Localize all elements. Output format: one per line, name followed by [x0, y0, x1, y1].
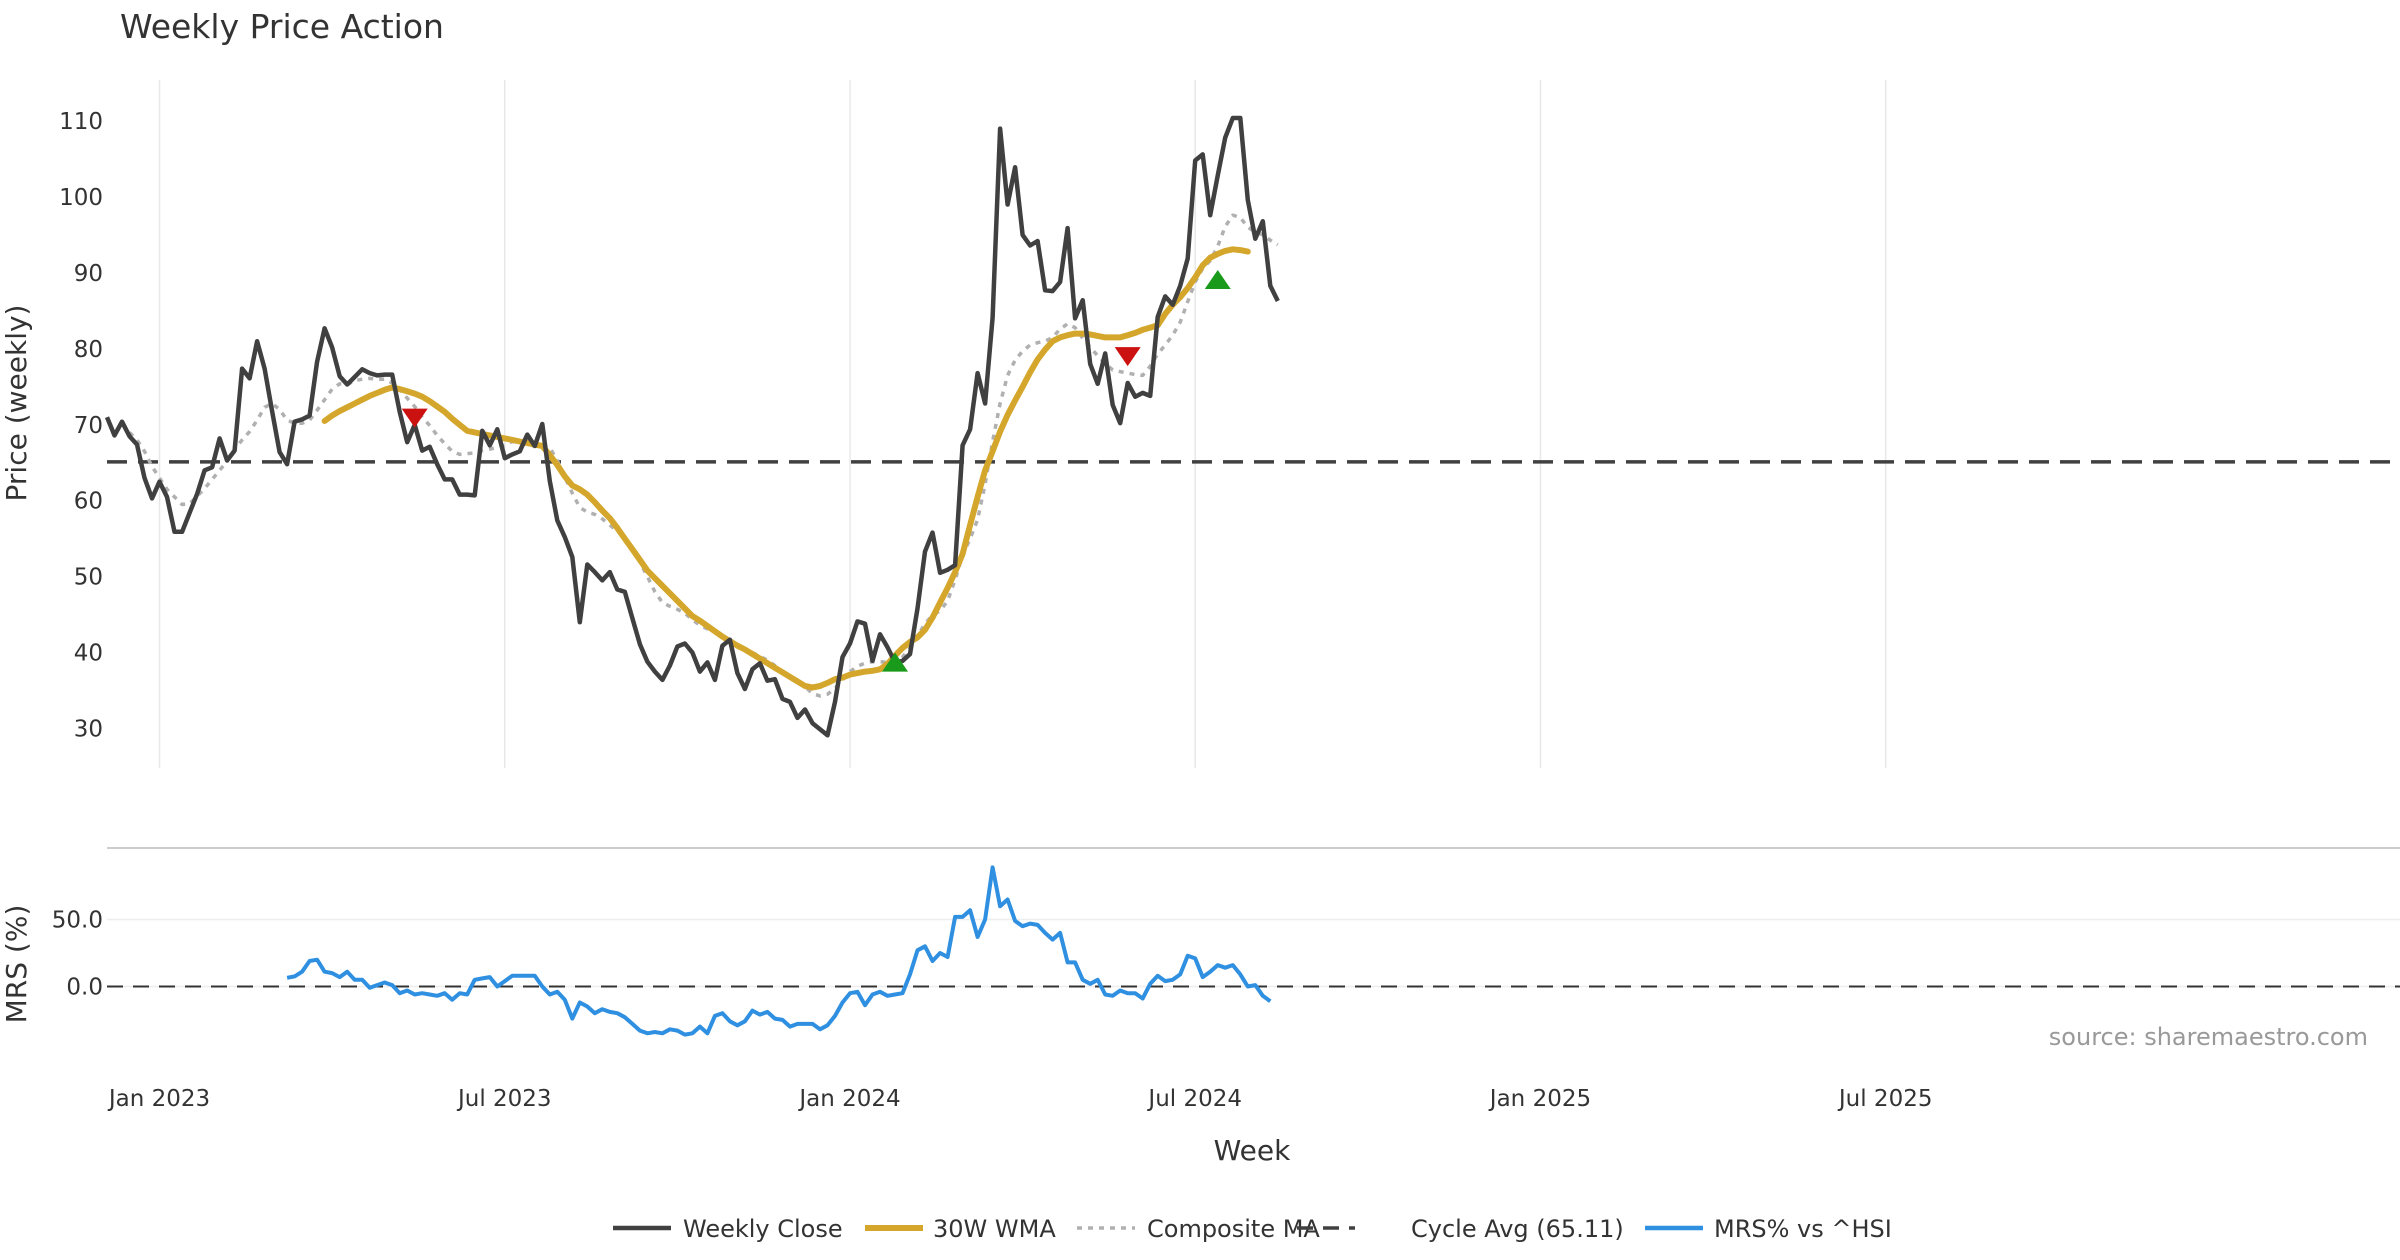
price-y-tick-label: 30: [74, 717, 103, 743]
price-y-tick-label: 70: [74, 413, 103, 439]
price-y-tick-label: 40: [74, 641, 103, 667]
mrs-y-tick-label: 0.0: [66, 974, 103, 1000]
buy-signal-marker: [882, 652, 909, 672]
x-tick-label: Jan 2025: [1488, 1086, 1591, 1112]
x-tick-label: Jul 2025: [1837, 1086, 1933, 1112]
x-tick-label: Jul 2023: [456, 1086, 552, 1112]
mrs-axis-title: MRS (%): [0, 905, 33, 1024]
mrs-y-tick-label: 50.0: [52, 908, 103, 934]
mrs-line: [286, 865, 1272, 1037]
sell-signal-marker: [1114, 347, 1141, 367]
weekly-close-line: [104, 115, 1280, 738]
signal-markers: [401, 269, 1231, 672]
x-tick-label: Jan 2023: [107, 1086, 210, 1112]
price-y-tick-label: 100: [59, 185, 103, 211]
source-note: source: sharemaestro.com: [2049, 1023, 2368, 1051]
price-y-tick-label: 80: [74, 337, 103, 363]
x-tick-label: Jan 2024: [797, 1086, 900, 1112]
buy-signal-marker: [1204, 269, 1231, 289]
composite-ma-line: [128, 213, 1279, 698]
chart-title: Weekly Price Action: [120, 7, 444, 46]
grid-layer: [107, 80, 2400, 988]
wma-30w-line: [321, 246, 1251, 691]
reference-lines: [107, 460, 2400, 988]
price-y-tick-label: 90: [74, 261, 103, 287]
price-y-tick-label: 60: [74, 489, 103, 515]
legend-label-wma: 30W WMA: [933, 1215, 1056, 1243]
legend: Weekly Close 30W WMA Composite MA Cycle Avg…: [613, 1215, 1892, 1243]
x-tick-label: Jul 2024: [1146, 1086, 1242, 1112]
price-series-layer: [104, 115, 1280, 738]
x-axis-title: Week: [1214, 1134, 1291, 1167]
legend-label-close: Weekly Close: [683, 1215, 843, 1243]
price-y-tick-label: 50: [74, 565, 103, 591]
price-axis-title: Price (weekly): [0, 305, 33, 502]
mrs-series-layer: [286, 865, 1272, 1037]
legend-label-mrs: MRS% vs ^HSI: [1714, 1215, 1892, 1243]
price-y-tick-label: 110: [59, 109, 103, 135]
axis-labels: Jan 2023 Jul 2023 Jan 2024 Jul 2024 Jan 2025…: [52, 109, 1933, 1112]
legend-label-composite: Composite MA: [1147, 1215, 1320, 1243]
sell-signal-marker: [401, 408, 428, 428]
legend-label-cycle: Cycle Avg (65.11): [1411, 1215, 1624, 1243]
